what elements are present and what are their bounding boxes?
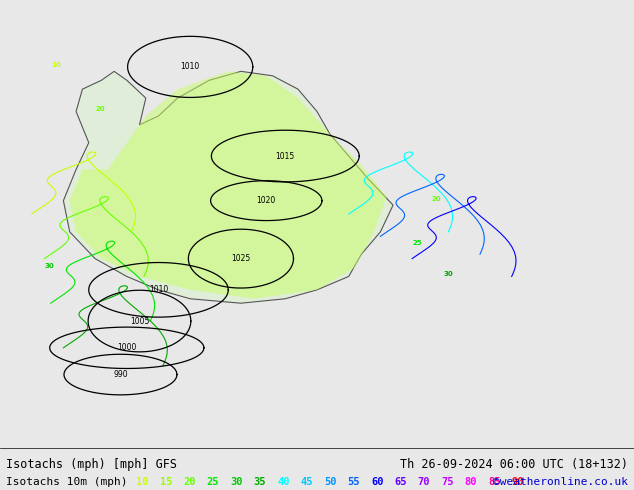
Text: 30: 30 [444,271,453,277]
Text: 70: 70 [418,477,430,487]
Text: Th 26-09-2024 06:00 UTC (18+132): Th 26-09-2024 06:00 UTC (18+132) [399,458,628,471]
Text: 30: 30 [44,263,54,269]
Text: 25: 25 [207,477,219,487]
Text: 60: 60 [371,477,384,487]
Text: 1005: 1005 [130,317,149,325]
Text: 20: 20 [431,196,441,202]
Text: 1010: 1010 [181,62,200,72]
Text: 90: 90 [512,477,524,487]
Text: Isotachs 10m (mph): Isotachs 10m (mph) [6,477,128,487]
Text: 35: 35 [254,477,266,487]
Text: 65: 65 [394,477,407,487]
Text: ©weatheronline.co.uk: ©weatheronline.co.uk [493,477,628,487]
Text: 45: 45 [301,477,313,487]
Text: 15: 15 [160,477,172,487]
Text: 80: 80 [465,477,477,487]
Text: 55: 55 [347,477,360,487]
Text: Isotachs (mph) [mph] GFS: Isotachs (mph) [mph] GFS [6,458,178,471]
Text: 1010: 1010 [149,285,168,294]
Polygon shape [70,72,387,299]
Text: 1000: 1000 [117,343,136,352]
Text: 10: 10 [136,477,149,487]
Text: 30: 30 [230,477,243,487]
Text: 1015: 1015 [276,151,295,161]
Text: 10: 10 [51,62,60,68]
Text: 1020: 1020 [257,196,276,205]
Polygon shape [63,72,393,303]
Text: 40: 40 [277,477,290,487]
Text: 75: 75 [441,477,454,487]
Text: 20: 20 [95,106,105,113]
Text: 50: 50 [324,477,337,487]
Text: 1025: 1025 [231,254,250,263]
Text: 85: 85 [488,477,501,487]
Text: 20: 20 [183,477,196,487]
Text: 25: 25 [412,240,422,246]
Text: 990: 990 [113,370,128,379]
